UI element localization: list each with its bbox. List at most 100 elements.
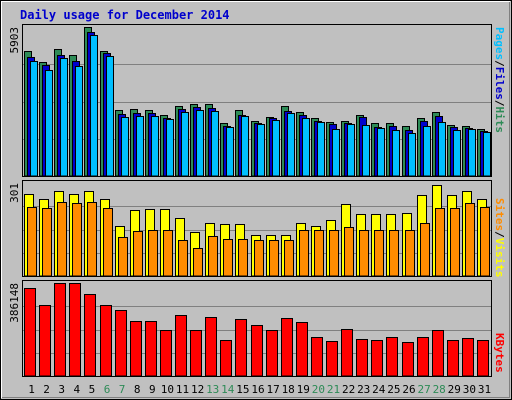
visits-sites-sites-bar-day-23 [359,230,369,277]
visits-sites-sites-bar-day-4 [72,203,82,277]
kbytes-kbytes-bar-day-3 [54,283,66,377]
panel-visits-max-label: 301 [8,183,21,203]
kbytes-kbytes-bar-day-12 [190,330,202,377]
hits-files-pages-pages-bar-day-14 [226,127,234,177]
hits-files-pages-pages-bar-day-9 [151,116,159,177]
x-label-day-5: 5 [89,383,96,396]
visits-sites-sites-bar-day-25 [389,230,399,277]
visits-sites-sites-bar-day-2 [42,208,52,277]
hits-files-pages-pages-bar-day-6 [106,56,114,177]
kbytes-kbytes-bar-day-24 [371,340,383,377]
hits-files-pages-pages-bar-day-13 [211,111,219,177]
hits-files-pages-pages-bar-day-16 [257,124,265,177]
hits-files-pages-pages-bar-day-27 [423,126,431,177]
legend-hits: Hits [493,107,506,134]
kbytes-kbytes-bar-day-14 [220,340,232,377]
visits-sites-sites-bar-day-21 [329,230,339,277]
hits-files-pages-pages-bar-day-31 [483,132,491,177]
legend-pages: Pages [493,27,506,60]
legend-visits: Visits [493,238,506,278]
x-label-day-24: 24 [372,383,386,396]
x-label-day-31: 31 [478,383,491,396]
x-label-day-25: 25 [387,383,400,396]
visits-sites-sites-bar-day-5 [87,202,97,277]
visits-sites-sites-bar-day-14 [223,239,233,277]
kbytes-kbytes-bar-day-18 [281,318,293,377]
hits-files-pages-pages-bar-day-2 [45,70,53,177]
x-label-day-12: 12 [191,383,204,396]
hits-files-pages-pages-bar-day-18 [287,113,295,177]
kbytes-kbytes-bar-day-1 [24,288,36,377]
kbytes-kbytes-bar-day-9 [145,321,157,377]
x-label-day-15: 15 [236,383,249,396]
x-label-day-18: 18 [282,383,295,396]
x-label-day-27: 27 [417,383,430,396]
visits-sites-sites-bar-day-1 [27,207,37,277]
hits-files-pages-pages-bar-day-20 [317,122,325,177]
x-label-day-20: 20 [312,383,325,396]
kbytes-kbytes-bar-day-15 [235,319,247,377]
hits-files-pages-pages-bar-day-17 [272,120,280,177]
visits-sites-sites-bar-day-11 [178,240,188,277]
hits-files-pages-pages-bar-day-12 [196,110,204,177]
kbytes-kbytes-bar-day-20 [311,337,323,377]
x-label-day-17: 17 [266,383,279,396]
x-label-day-6: 6 [104,383,111,396]
hits-files-pages-pages-bar-day-10 [166,119,174,177]
legend-separator-2: / [493,100,506,107]
x-label-day-2: 2 [43,383,50,396]
kbytes-kbytes-bar-day-25 [386,337,398,377]
visits-sites-sites-bar-day-24 [374,230,384,277]
x-label-day-10: 10 [161,383,174,396]
kbytes-kbytes-bar-day-30 [462,338,474,377]
x-label-day-13: 13 [206,383,219,396]
kbytes-kbytes-bar-day-13 [205,317,217,377]
hits-files-pages-pages-bar-day-1 [30,61,38,177]
kbytes-kbytes-bar-day-5 [84,294,96,377]
x-label-day-28: 28 [433,383,446,396]
legend-kbytes: KBytes [493,333,506,373]
kbytes-kbytes-bar-day-17 [266,330,278,377]
visits-sites-sites-bar-day-22 [344,227,354,277]
kbytes-kbytes-bar-day-27 [417,337,429,377]
kbytes-kbytes-bar-day-22 [341,329,353,377]
kbytes-kbytes-bar-day-31 [477,340,489,377]
kbytes-kbytes-bar-day-29 [447,340,459,377]
x-label-day-29: 29 [448,383,461,396]
x-label-day-8: 8 [134,383,141,396]
legend-separator-1: / [493,60,506,67]
visits-sites-sites-bar-day-9 [148,230,158,277]
hits-files-pages-pages-bar-day-25 [392,130,400,177]
legend-files: Files [493,67,506,100]
hits-files-pages-pages-bar-day-3 [60,58,68,177]
hits-files-pages-pages-bar-day-29 [453,130,461,177]
x-label-day-3: 3 [58,383,65,396]
visits-sites-sites-bar-day-29 [450,208,460,277]
kbytes-kbytes-bar-day-6 [100,305,112,377]
panel-kbytes-max-label: 386148 [8,283,21,323]
visits-sites-sites-bar-day-17 [269,240,279,277]
x-label-day-11: 11 [176,383,189,396]
hits-files-pages-pages-bar-day-26 [408,133,416,177]
hits-files-pages-pages-bar-day-23 [362,125,370,177]
kbytes-kbytes-bar-day-7 [115,310,127,377]
visits-sites-sites-bar-day-26 [405,230,415,277]
hits-files-pages-pages-bar-day-24 [377,128,385,177]
visits-sites-sites-bar-day-31 [480,207,490,277]
kbytes-kbytes-bar-day-11 [175,315,187,377]
visits-sites-sites-bar-day-19 [299,230,309,277]
x-label-day-23: 23 [357,383,370,396]
hits-files-pages-pages-bar-day-5 [90,35,98,177]
visits-sites-sites-bar-day-12 [193,248,203,277]
hits-files-pages-pages-bar-day-7 [121,117,129,177]
visits-sites-sites-bar-day-13 [208,236,218,277]
kbytes-kbytes-bar-day-21 [326,341,338,377]
visits-sites-sites-bar-day-28 [435,208,445,277]
kbytes-kbytes-bar-day-10 [160,330,172,377]
visits-sites-sites-bar-day-27 [420,223,430,277]
x-axis-labels: 1 2 3 4 5 6 7 8 9 10 11 12 13 14 15 16 17 18 19 20 21 22 23 24 2… [28,383,491,396]
x-label-day-21: 21 [327,383,340,396]
hits-files-pages-pages-bar-day-15 [241,116,249,177]
x-label-day-14: 14 [221,383,235,396]
